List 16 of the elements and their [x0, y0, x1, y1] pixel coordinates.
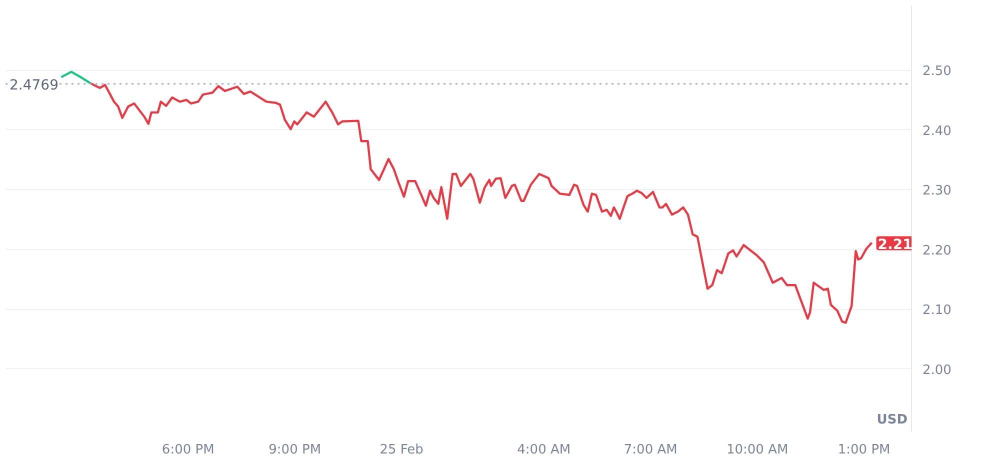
x-tick-label: 4:00 AM: [517, 442, 571, 458]
y-tick-label: 2.00: [922, 362, 952, 378]
x-tick-label: 7:00 AM: [624, 442, 678, 458]
y-tick-label: 2.20: [922, 243, 952, 258]
x-tick-label: 9:00 PM: [268, 442, 322, 458]
x-tick-label: 10:00 AM: [726, 442, 788, 458]
x-tick-label: 1:00 PM: [838, 442, 890, 458]
y-axis-title: USD: [876, 412, 908, 428]
annotation: 2.21: [878, 236, 912, 253]
x-tick-label: 6:00 PM: [162, 442, 214, 458]
y-tick-label: 2.30: [922, 184, 952, 199]
y-tick-label: 2.50: [922, 64, 952, 80]
x-tick-label: 25 Feb: [380, 442, 424, 458]
ref-line-label: 2.4769: [10, 77, 58, 94]
y-tick-label: 2.10: [922, 303, 952, 318]
y-tick-label: 2.40: [922, 124, 952, 139]
